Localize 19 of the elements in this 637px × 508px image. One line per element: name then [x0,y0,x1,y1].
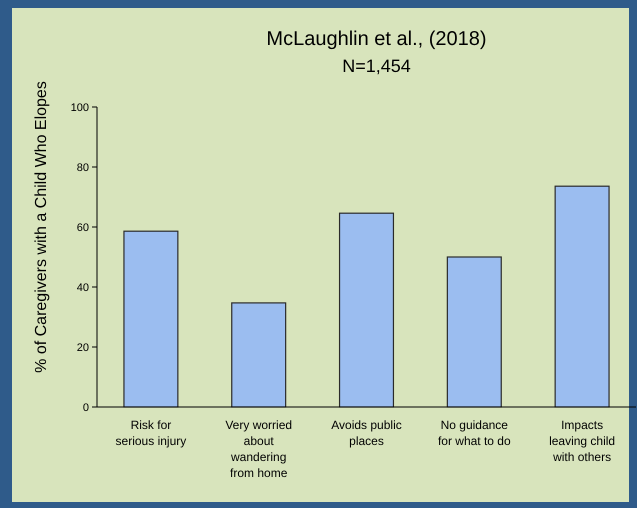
bar [446,256,502,408]
x-tick-label: Avoids public places [331,418,402,448]
bar [123,230,178,408]
x-tick-label: No guidance for what to do [438,418,511,448]
bar [554,186,610,408]
y-tick-label: 80 [76,162,89,174]
bar [231,302,286,408]
bar [338,212,394,408]
y-tick-label: 100 [70,102,89,114]
chart-title: McLaughlin et al., (2018) [266,28,487,50]
x-tick-label: Very worried about wandering from home [225,418,292,480]
y-tick-label: 60 [76,222,89,234]
x-tick-label: Impacts leaving child with others [549,418,616,464]
y-tick-label: 0 [82,402,89,414]
y-tick-label: 40 [76,282,89,294]
chart-subtitle: N=1,454 [342,56,411,76]
x-tick-label: Risk for serious injury [116,418,186,448]
y-axis-title: % of Caregivers with a Child Who Elopes [33,81,50,373]
y-tick-label: 20 [76,342,89,354]
